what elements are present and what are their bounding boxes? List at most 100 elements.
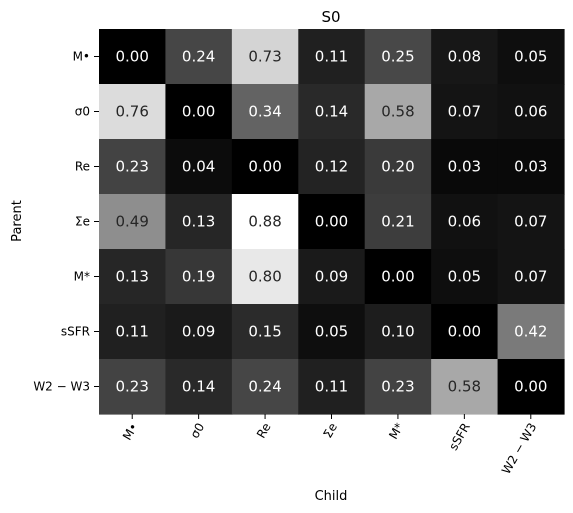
cell-value-r6-c1: 0.14: [182, 378, 215, 396]
heatmap-cell-r3-c3: [298, 194, 366, 250]
heatmap-cell-r6-c4: [364, 359, 432, 415]
heatmap-cell-r6-c3: [298, 359, 366, 415]
cell-value-r0-c5: 0.08: [448, 48, 481, 66]
heatmap-cell-r1-c1: [165, 84, 233, 140]
heatmap-cell-r6-c0: [99, 359, 167, 415]
cell-value-r2-c1: 0.04: [182, 158, 215, 176]
cell-value-r3-c5: 0.06: [448, 213, 481, 231]
heatmap-cell-r3-c4: [364, 194, 432, 250]
heatmap-cell-r5-c4: [364, 304, 432, 360]
cell-value-r6-c0: 0.23: [116, 378, 149, 396]
heatmap-cell-r0-c1: [165, 29, 233, 85]
heatmap-cell-r1-c0: [99, 84, 167, 140]
cell-value-r0-c6: 0.05: [514, 48, 547, 66]
y-tick-label-1: σ0: [75, 105, 90, 119]
chart-title: S0: [321, 8, 340, 26]
cell-value-r5-c1: 0.09: [182, 323, 215, 341]
cell-value-r1-c4: 0.58: [381, 103, 414, 121]
heatmap-cell-r6-c1: [165, 359, 233, 415]
x-tick-label-3: Σe: [320, 421, 340, 441]
cell-value-r5-c4: 0.10: [381, 323, 414, 341]
cell-value-r2-c0: 0.23: [116, 158, 149, 176]
heatmap-cell-r0-c2: [231, 29, 299, 85]
heatmap-cell-r2-c2: [231, 139, 299, 195]
heatmap-cell-r6-c2: [231, 359, 299, 415]
cell-value-r6-c6: 0.00: [514, 378, 547, 396]
cell-value-r0-c0: 0.00: [116, 48, 149, 66]
heatmap-cell-r5-c3: [298, 304, 366, 360]
cell-value-r5-c6: 0.42: [514, 323, 547, 341]
x-tick-label-0: M•: [120, 421, 141, 443]
cell-value-r0-c2: 0.73: [248, 48, 281, 66]
y-tick-label-0: M•: [73, 50, 90, 64]
cell-value-r3-c6: 0.07: [514, 213, 547, 231]
cell-value-r2-c2: 0.00: [248, 158, 281, 176]
y-tick-label-5: sSFR: [61, 325, 90, 339]
heatmap-cell-r1-c3: [298, 84, 366, 140]
heatmap-cell-r5-c0: [99, 304, 167, 360]
x-tick-label-6: W2 − W3: [499, 421, 539, 477]
cell-value-r4-c0: 0.13: [116, 268, 149, 286]
heatmap-cell-r0-c6: [497, 29, 565, 85]
cell-value-r2-c3: 0.12: [315, 158, 348, 176]
heatmap-cell-r6-c6: [497, 359, 565, 415]
cell-value-r0-c1: 0.24: [182, 48, 215, 66]
cell-value-r5-c3: 0.05: [315, 323, 348, 341]
cell-value-r6-c2: 0.24: [248, 378, 281, 396]
cell-value-r3-c4: 0.21: [381, 213, 414, 231]
heatmap-cell-r1-c6: [497, 84, 565, 140]
cell-value-r5-c2: 0.15: [248, 323, 281, 341]
cell-value-r1-c1: 0.00: [182, 103, 215, 121]
heatmap-cell-r4-c6: [497, 249, 565, 305]
heatmap-cell-r0-c0: [99, 29, 167, 85]
cell-value-r1-c6: 0.06: [514, 103, 547, 121]
heatmap-cell-r3-c2: [231, 194, 299, 250]
heatmap-cell-r4-c2: [231, 249, 299, 305]
cell-value-r2-c5: 0.03: [448, 158, 481, 176]
cell-value-r1-c0: 0.76: [116, 103, 149, 121]
cell-value-r2-c4: 0.20: [381, 158, 414, 176]
cell-value-r2-c6: 0.03: [514, 158, 547, 176]
heatmap-cell-r1-c5: [431, 84, 499, 140]
heatmap-cell-r3-c5: [431, 194, 499, 250]
y-tick-label-6: W2 − W3: [33, 380, 90, 394]
heatmap-cell-r3-c1: [165, 194, 233, 250]
cell-value-r6-c3: 0.11: [315, 378, 348, 396]
cell-value-r1-c3: 0.14: [315, 103, 348, 121]
x-axis-label: Child: [315, 489, 348, 504]
heatmap-cell-r2-c0: [99, 139, 167, 195]
cell-value-r4-c5: 0.05: [448, 268, 481, 286]
cell-value-r4-c2: 0.80: [248, 268, 281, 286]
cell-value-r3-c2: 0.88: [248, 213, 281, 231]
heatmap-cell-r0-c4: [364, 29, 432, 85]
heatmap-cell-r3-c0: [99, 194, 167, 250]
y-tick-label-4: M*: [74, 270, 90, 284]
heatmap-cell-r2-c1: [165, 139, 233, 195]
cell-value-r4-c1: 0.19: [182, 268, 215, 286]
heatmap-cell-r5-c6: [497, 304, 565, 360]
heatmap-cell-r5-c2: [231, 304, 299, 360]
heatmap-cell-r0-c3: [298, 29, 366, 85]
y-tick-label-3: Σe: [75, 215, 90, 229]
x-tick-label-4: M*: [386, 421, 406, 442]
cell-value-r1-c2: 0.34: [248, 103, 281, 121]
heatmap-cell-r2-c3: [298, 139, 366, 195]
cell-value-r3-c0: 0.49: [116, 213, 149, 231]
heatmap-cell-r3-c6: [497, 194, 565, 250]
heatmap-cell-r1-c2: [231, 84, 299, 140]
heatmap-cell-r1-c4: [364, 84, 432, 140]
heatmap-cell-r4-c5: [431, 249, 499, 305]
heatmap-cell-r4-c1: [165, 249, 233, 305]
y-axis-label: Parent: [10, 200, 25, 242]
cell-value-r4-c6: 0.07: [514, 268, 547, 286]
cell-value-r4-c4: 0.00: [381, 268, 414, 286]
heatmap-cell-r4-c4: [364, 249, 432, 305]
cell-value-r6-c5: 0.58: [448, 378, 481, 396]
cell-value-r1-c5: 0.07: [448, 103, 481, 121]
cell-value-r4-c3: 0.09: [315, 268, 348, 286]
x-tick-label-5: sSFR: [446, 421, 473, 453]
y-tick-label-2: Re: [75, 160, 90, 174]
cell-value-r5-c0: 0.11: [116, 323, 149, 341]
heatmap-cell-r6-c5: [431, 359, 499, 415]
cell-value-r0-c4: 0.25: [381, 48, 414, 66]
